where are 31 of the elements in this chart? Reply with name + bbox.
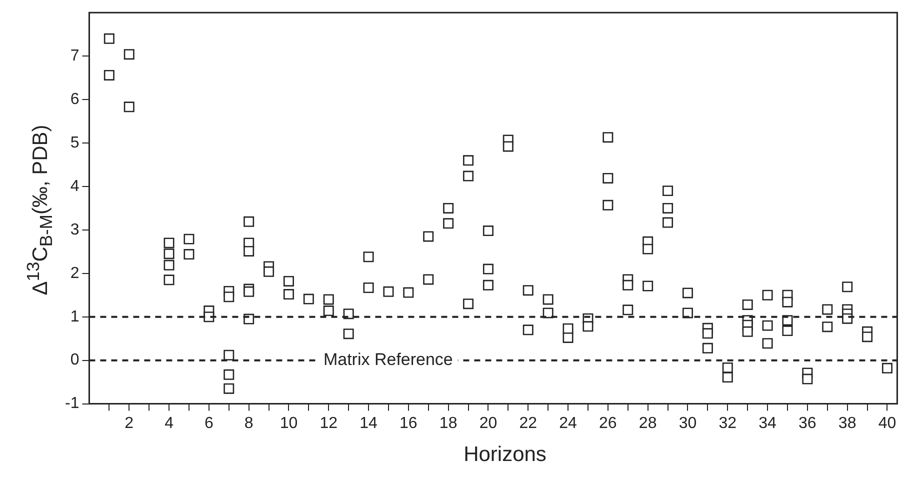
y-tick-label: 5: [70, 134, 80, 152]
x-tick-label: 26: [599, 414, 617, 432]
y-tick-label: 1: [70, 308, 80, 326]
x-tick-label: 6: [204, 414, 214, 432]
ref-line-label: Matrix Reference: [323, 350, 453, 370]
x-tick-label: 16: [400, 414, 418, 432]
x-axis-title: Horizons: [464, 443, 546, 467]
y-tick-label: 3: [70, 221, 80, 238]
x-tick-label: 38: [838, 414, 856, 432]
x-tick-label: 4: [164, 414, 174, 432]
x-tick-label: 10: [280, 414, 298, 432]
y-tick-label: 2: [70, 264, 80, 282]
y-tick-label: 4: [70, 178, 80, 195]
x-tick-label: 32: [718, 414, 737, 432]
y-tick-label: 6: [70, 90, 80, 108]
x-tick-label: 20: [479, 414, 498, 432]
x-tick-label: 28: [638, 414, 657, 432]
x-tick-label: 2: [124, 414, 134, 432]
y-tick-label: 0: [70, 352, 80, 369]
x-tick-label: 40: [878, 414, 896, 432]
x-tick-label: 24: [559, 414, 578, 432]
x-tick-label: 30: [678, 414, 697, 432]
x-tick-label: 8: [244, 414, 254, 432]
x-tick-label: 36: [798, 414, 816, 432]
x-tick-label: 22: [519, 414, 538, 432]
x-tick-label: 14: [360, 414, 378, 432]
y-tick-label: 7: [70, 47, 80, 64]
x-tick-label: 18: [439, 414, 458, 432]
x-tick-label: 34: [758, 414, 777, 432]
x-tick-label: 12: [320, 414, 338, 432]
y-tick-label: -1: [64, 395, 80, 412]
